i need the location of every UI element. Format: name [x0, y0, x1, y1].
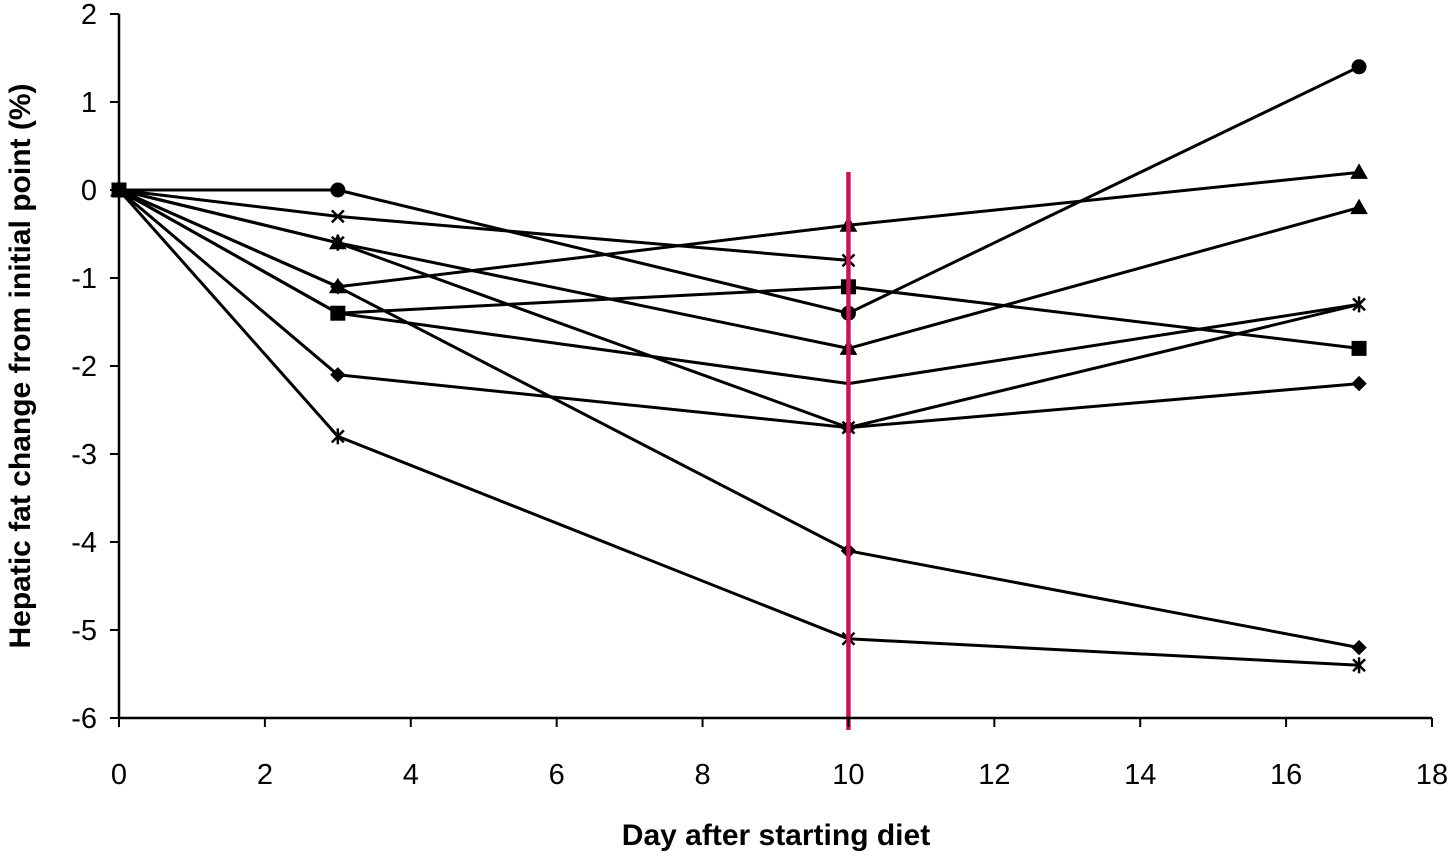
series-line: [117, 189, 1360, 667]
data-point: [1350, 163, 1368, 179]
x-tick-label: 0: [111, 759, 127, 791]
series-10: [112, 182, 1366, 674]
x-tick-label: 12: [978, 759, 1010, 791]
y-tick-label: -3: [71, 439, 97, 471]
series-9: [111, 182, 1367, 656]
y-tick-label: -6: [71, 703, 97, 735]
x-tick-label: 14: [1124, 759, 1156, 791]
x-tick-label: 8: [694, 759, 710, 791]
data-point: [1351, 639, 1367, 656]
x-tick-label: 6: [549, 759, 565, 791]
series-1: [111, 59, 1367, 321]
plot-area: [110, 59, 1368, 730]
series-8: [111, 182, 1367, 436]
x-tick-label: 4: [403, 759, 419, 791]
x-axis: 0 2 4 6 8 10 12 14 16 18: [111, 716, 1448, 791]
y-tick-label: -5: [71, 615, 97, 647]
data-point: [1351, 375, 1367, 392]
data-point: [1351, 59, 1367, 75]
data-point: [1351, 340, 1367, 356]
y-tick-label: -1: [71, 263, 97, 295]
series-2: [110, 163, 1368, 294]
y-tick-label: -4: [71, 527, 97, 559]
data-point: [330, 367, 346, 383]
data-point: [330, 182, 346, 198]
data-point: [1350, 198, 1368, 215]
x-tick-label: 16: [1270, 759, 1302, 791]
x-axis-title: Day after starting diet: [622, 819, 930, 852]
series-line: [118, 188, 1360, 430]
data-point: [330, 234, 345, 251]
x-tick-label: 10: [832, 759, 864, 791]
data-point: [1352, 657, 1366, 674]
series-6: [112, 182, 1366, 436]
y-tick-label: -2: [71, 351, 97, 383]
series-line: [118, 188, 1360, 430]
series-line: [119, 65, 1360, 315]
y-tick-label: 2: [81, 0, 97, 31]
data-point: [1352, 296, 1366, 313]
y-axis-title: Hepatic fat change from initial point (%…: [4, 83, 37, 648]
series-line: [118, 188, 1360, 386]
data-point: [330, 209, 345, 224]
y-tick-label: 1: [81, 87, 97, 119]
data-point: [330, 279, 346, 295]
series-line: [118, 188, 1360, 650]
x-tick-label: 2: [257, 759, 273, 791]
x-tick-label: 18: [1416, 759, 1448, 791]
series-7: [118, 188, 1360, 386]
data-point: [330, 428, 345, 445]
y-tick-label: 0: [81, 175, 97, 207]
y-axis: 2 1 0 -1 -2 -3 -4 -5 -6: [71, 0, 121, 735]
